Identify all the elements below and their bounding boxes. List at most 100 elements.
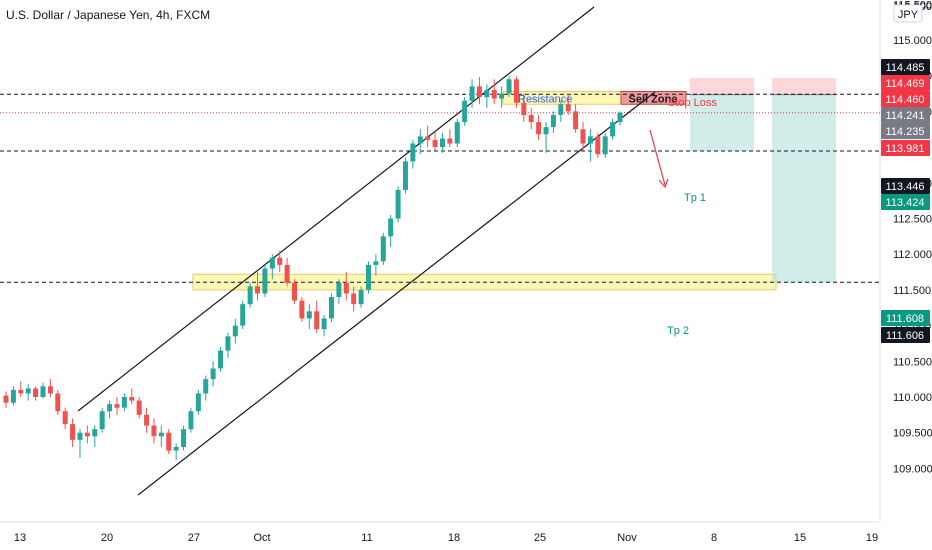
candle-body: [107, 404, 113, 412]
candle: [351, 286, 357, 312]
candle-body: [3, 395, 9, 403]
price-axis-label: 111.606: [881, 327, 930, 343]
price-axis-label-text: 114.241: [886, 110, 925, 122]
candle-body: [129, 397, 135, 401]
candle-body: [47, 386, 53, 394]
candle-body: [181, 429, 187, 447]
candle-body: [506, 79, 512, 94]
x-tick-label: 25: [534, 532, 546, 544]
candle-body: [232, 325, 238, 337]
candle: [491, 79, 497, 105]
candle: [388, 214, 394, 248]
candle-body: [262, 268, 268, 294]
candle: [417, 129, 423, 155]
candle-body: [447, 138, 453, 144]
candle-body: [314, 311, 320, 330]
candle: [314, 300, 320, 333]
y-tick-label: 110.500: [893, 356, 932, 368]
y-tick-label: 109.500: [893, 428, 932, 440]
candle: [580, 122, 586, 151]
candle: [521, 93, 527, 123]
x-tick-label: 20: [101, 532, 113, 544]
candle-body: [602, 136, 608, 155]
chart-title: U.S. Dollar / Japanese Yen, 4h, FXCM: [6, 8, 210, 22]
candle: [277, 250, 283, 273]
candle-body: [439, 138, 445, 148]
candle-body: [617, 112, 623, 123]
candle: [358, 286, 364, 308]
candle: [240, 300, 246, 330]
y-tick-label: 110.000: [893, 392, 932, 404]
candle: [62, 407, 68, 430]
candle: [365, 261, 371, 294]
candle-body: [158, 432, 164, 437]
candle: [462, 97, 468, 126]
candle-body: [432, 139, 438, 148]
candle-body: [321, 318, 327, 330]
candle: [255, 272, 261, 301]
candle-body: [18, 389, 24, 394]
price-axis-label-text: 113.424: [886, 197, 925, 209]
candle: [92, 425, 98, 447]
candle: [269, 254, 275, 280]
price-axis-label-text: 111.606: [886, 330, 924, 342]
candle-body: [358, 289, 364, 305]
candle: [513, 76, 519, 108]
candle: [232, 318, 238, 344]
candle: [47, 379, 53, 397]
candle: [144, 407, 150, 433]
candle-body: [203, 379, 209, 394]
x-tick-label: 18: [448, 532, 460, 544]
price-axis-label-text: 111.608: [886, 313, 924, 325]
candle: [425, 125, 431, 148]
channel-lower-line[interactable]: [137, 91, 656, 496]
candle-body: [573, 111, 579, 130]
projection-arrow: [649, 129, 666, 186]
candle-body: [62, 411, 68, 425]
candle-body: [410, 143, 416, 162]
candle-body: [484, 89, 490, 98]
price-axis-label: 113.446: [881, 178, 930, 194]
candle: [336, 279, 342, 305]
candle: [499, 86, 505, 108]
currency-badge[interactable]: JPY: [893, 4, 923, 23]
candle: [550, 111, 556, 133]
candle: [602, 132, 608, 158]
candle: [136, 397, 142, 419]
candle-body: [277, 257, 283, 265]
candle: [469, 79, 475, 108]
candle: [70, 418, 76, 447]
price-axis-label: 114.469: [881, 75, 930, 91]
candle: [321, 314, 327, 337]
take-profit-box-2: [772, 94, 836, 283]
candle-body: [70, 424, 76, 440]
channel-upper-line[interactable]: [77, 6, 595, 412]
candle-body: [565, 104, 571, 112]
candle-body: [10, 389, 16, 403]
candle: [173, 443, 179, 460]
candle-body: [136, 400, 142, 415]
candle-body: [77, 432, 83, 440]
x-tick-label: 19: [866, 532, 878, 544]
candle: [528, 107, 534, 130]
candle-body: [306, 311, 312, 319]
candle: [33, 386, 39, 401]
candle: [203, 375, 209, 401]
candle-body: [351, 293, 357, 305]
candle: [55, 389, 61, 415]
take-profit-box-1: [690, 94, 754, 151]
price-axis-label-text: 114.460: [886, 94, 925, 106]
candle: [158, 425, 164, 447]
candle: [218, 347, 224, 373]
candle-body: [84, 432, 90, 437]
price-axis-label-text: 113.446: [886, 181, 925, 193]
candle: [195, 389, 201, 415]
candle: [617, 111, 623, 126]
candle: [107, 400, 113, 419]
candle-body: [225, 336, 231, 351]
candle: [129, 388, 135, 405]
candle-body: [240, 304, 246, 326]
candle: [188, 407, 194, 433]
candle: [476, 77, 482, 105]
